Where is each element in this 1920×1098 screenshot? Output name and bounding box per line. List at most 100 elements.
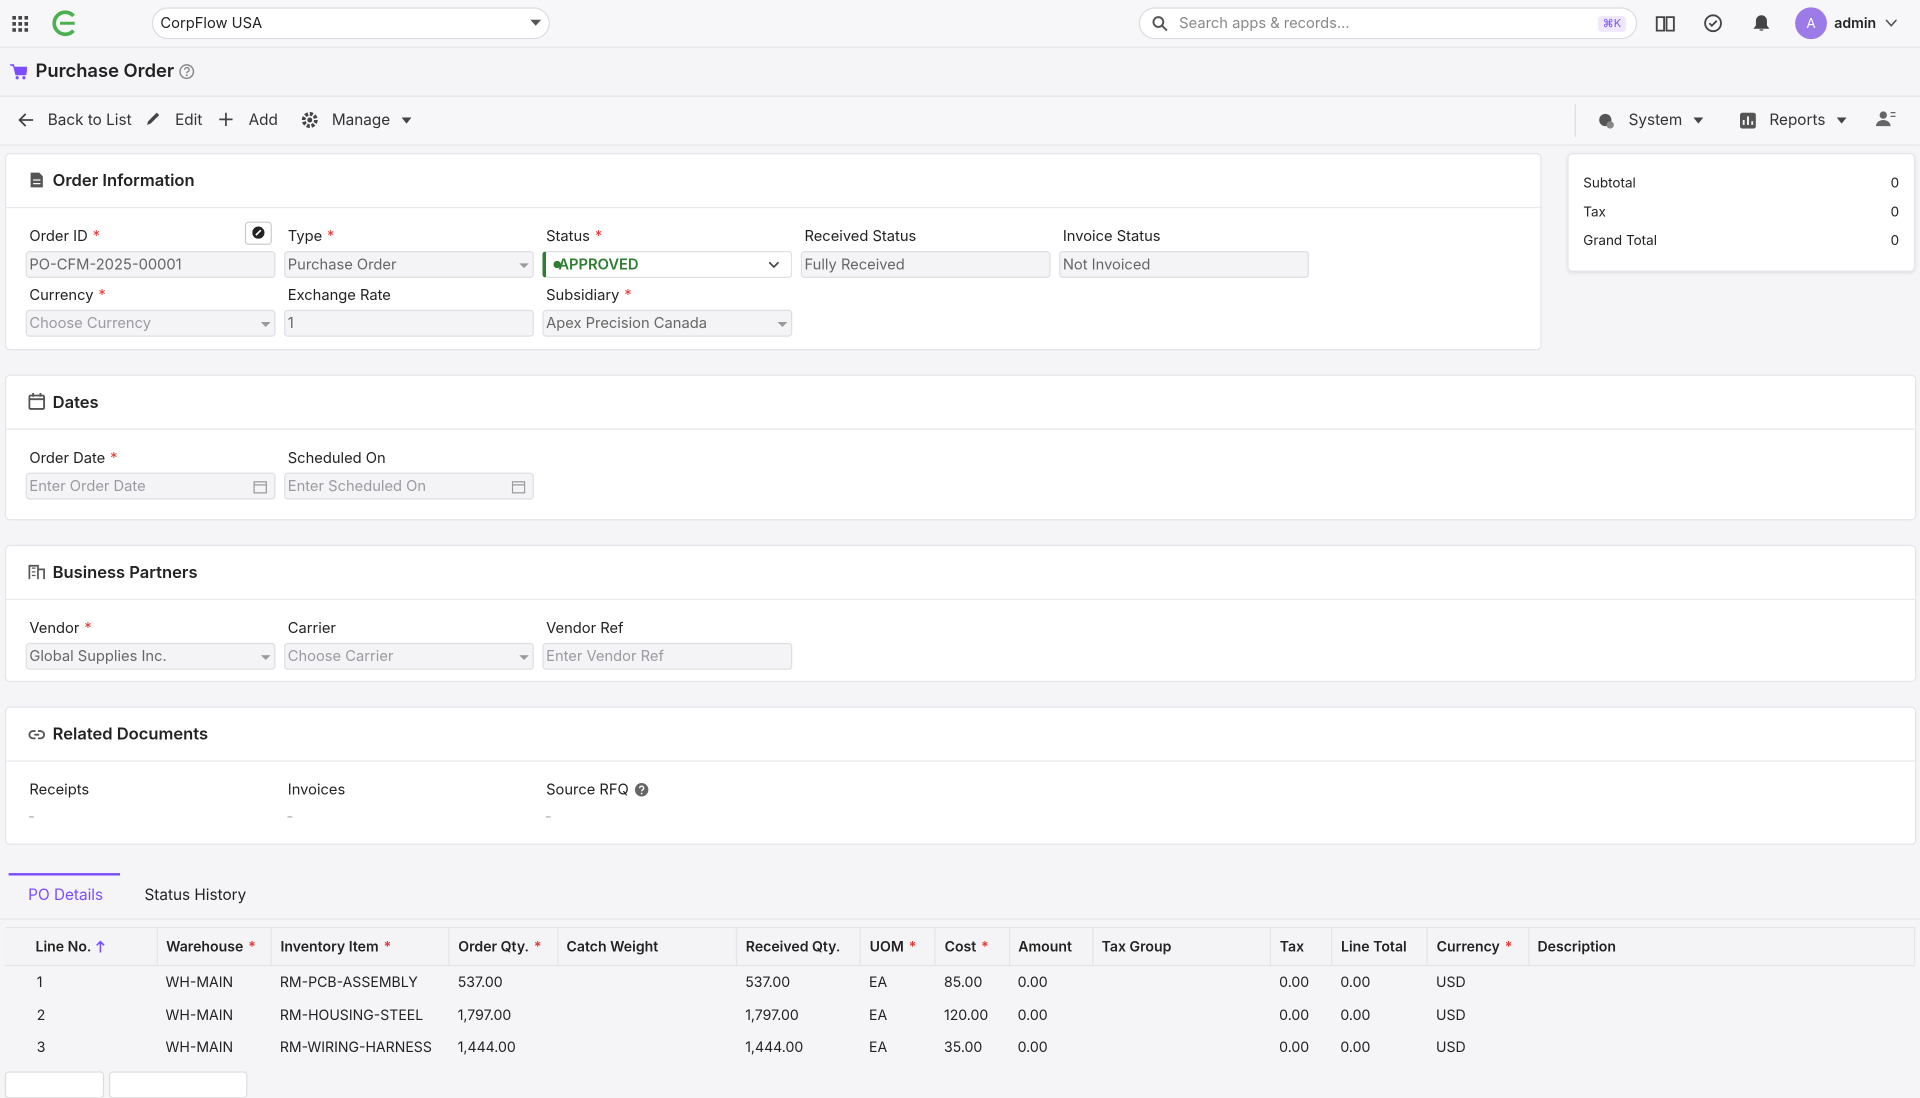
table-cell: [1528, 1031, 1914, 1063]
column-header[interactable]: Received Qty.: [736, 926, 862, 967]
table-cell: 1: [36, 973, 43, 991]
field-label-row: Vendor: [26, 616, 276, 643]
field-placeholder: Choose Carrier: [287, 646, 394, 665]
column-header[interactable]: Inventory Item: [271, 926, 450, 967]
section-title: Order Information: [52, 170, 195, 191]
field-label: Received Status: [804, 226, 917, 245]
field-input[interactable]: APPROVED: [542, 251, 793, 278]
link-button[interactable]: [244, 221, 272, 245]
system-menu[interactable]: System: [1628, 111, 1683, 130]
assign-icon[interactable]: [1875, 110, 1896, 128]
edit-button[interactable]: Edit: [175, 111, 203, 130]
table-row[interactable]: 2 WH-MAIN RM-HOUSING-STEEL 1,797.00 1,797.00…: [5, 999, 1915, 1031]
column-header[interactable]: Line Total: [1331, 926, 1429, 967]
logo[interactable]: [49, 10, 81, 37]
table-cell: 0.00: [1340, 1038, 1371, 1056]
column-header[interactable]: Amount: [1009, 926, 1094, 967]
back-button[interactable]: Back to List: [47, 111, 132, 130]
table-cell: 0.00: [1279, 1006, 1310, 1024]
field-label: Type: [288, 227, 335, 245]
column-name: Tax: [1279, 937, 1305, 956]
field-label-row: Carrier: [284, 616, 534, 643]
column-header[interactable]: Tax Group: [1092, 926, 1272, 967]
field-input[interactable]: Fully Received: [800, 251, 1051, 278]
field-input[interactable]: Enter Order Date: [25, 472, 276, 500]
reports-menu[interactable]: Reports: [1769, 111, 1826, 130]
field-input[interactable]: Choose Currency: [25, 309, 276, 337]
column-header[interactable]: Line No.: [4, 926, 158, 967]
column-name: UOM: [870, 938, 917, 955]
column-name: Currency: [1437, 938, 1513, 955]
help-icon[interactable]: [179, 64, 195, 80]
book-icon[interactable]: [1655, 15, 1676, 32]
field-input[interactable]: PO-CFM-2025-00001: [25, 251, 276, 278]
column-header[interactable]: Currency: [1427, 926, 1529, 967]
table-cell: [1092, 966, 1270, 999]
field-label: Order Date: [29, 448, 117, 466]
table-cell: 120.00: [943, 1006, 989, 1024]
field-value: PO-CFM-2025-00001: [29, 254, 182, 274]
summary-card: Subtotal 0 Tax 0 Grand Total 0: [1567, 153, 1916, 272]
field-value: 1: [287, 313, 294, 332]
company-select[interactable]: CorpFlow USA: [151, 7, 550, 40]
add-button[interactable]: Add: [248, 111, 278, 130]
section-card: Order Information Order ID PO-CFM-2025-000…: [4, 153, 1542, 351]
field-input[interactable]: Enter Vendor Ref: [542, 642, 793, 670]
summary-value: 0: [1890, 231, 1900, 249]
avatar[interactable]: A: [1795, 7, 1827, 40]
field-grid: Receipts - Invoices - Source RFQ -: [6, 762, 1915, 832]
column-header[interactable]: Catch Weight: [557, 926, 738, 967]
field-label: Currency: [29, 285, 105, 303]
search-box[interactable]: Search apps & records... ⌘K: [1138, 7, 1638, 40]
column-header[interactable]: Warehouse: [156, 926, 272, 967]
pager-button[interactable]: [4, 1071, 105, 1098]
field-input[interactable]: Choose Carrier: [284, 642, 534, 670]
tab[interactable]: Status History: [144, 886, 247, 905]
field-input: -: [542, 804, 792, 831]
column-name: Warehouse: [166, 938, 256, 955]
field-input[interactable]: 1: [284, 309, 534, 337]
column-name: Description: [1537, 937, 1616, 956]
user-caret[interactable]: [1885, 19, 1897, 27]
field-label-row: Invoices: [284, 778, 534, 805]
section-header: Dates: [6, 376, 1916, 430]
field: Source RFQ -: [542, 778, 792, 832]
table-cell: 1,444.00: [745, 1038, 804, 1056]
field-label-row: Receipts: [26, 778, 276, 805]
pager-button[interactable]: [108, 1071, 248, 1098]
tasks-icon[interactable]: [1703, 13, 1723, 33]
icon: [252, 226, 265, 239]
table-cell: 0.00: [1017, 1038, 1048, 1056]
manage-button[interactable]: Manage: [331, 111, 391, 130]
tabs: PO Details Status History: [0, 873, 1920, 920]
section-title: Related Documents: [52, 724, 209, 744]
bell-icon[interactable]: [1752, 13, 1770, 33]
column-header[interactable]: Description: [1528, 926, 1916, 967]
user-name[interactable]: admin: [1834, 14, 1877, 32]
column-header[interactable]: Order Qty.: [449, 926, 558, 967]
field-input[interactable]: Purchase Order: [284, 251, 534, 278]
column-name: Line Total: [1341, 937, 1407, 956]
field-value: Apex Precision Canada: [546, 313, 707, 332]
tab[interactable]: PO Details: [28, 886, 104, 905]
table-row[interactable]: 3 WH-MAIN RM-WIRING-HARNESS 1,444.00 1,444.0…: [5, 1031, 1915, 1063]
field-placeholder: Enter Order Date: [29, 476, 146, 495]
apps-icon[interactable]: [12, 15, 29, 32]
field: Received Status Fully Received: [800, 224, 1051, 278]
field-input[interactable]: Global Supplies Inc.: [25, 642, 276, 670]
tab-underline: [8, 873, 121, 876]
field-label: Invoices: [287, 780, 346, 799]
table-row[interactable]: 1 WH-MAIN RM-PCB-ASSEMBLY 537.00 537.00 EA 85.…: [5, 966, 1915, 999]
column-header[interactable]: UOM: [860, 926, 937, 967]
icon: [28, 393, 46, 410]
field-input[interactable]: Not Invoiced: [1059, 251, 1309, 278]
summary-label: Tax: [1583, 202, 1606, 220]
field-input[interactable]: Enter Scheduled On: [284, 472, 534, 500]
section-card: Business Partners Vendor Global Supplies I…: [4, 544, 1917, 683]
field-grid: Vendor Global Supplies Inc. Carrier Choose …: [6, 600, 1915, 670]
column-header[interactable]: Cost: [935, 926, 1010, 967]
column-header[interactable]: Tax: [1270, 926, 1333, 967]
summary-label: Subtotal: [1583, 173, 1636, 192]
field-input[interactable]: Apex Precision Canada: [542, 309, 793, 337]
table-cell: [557, 999, 736, 1031]
